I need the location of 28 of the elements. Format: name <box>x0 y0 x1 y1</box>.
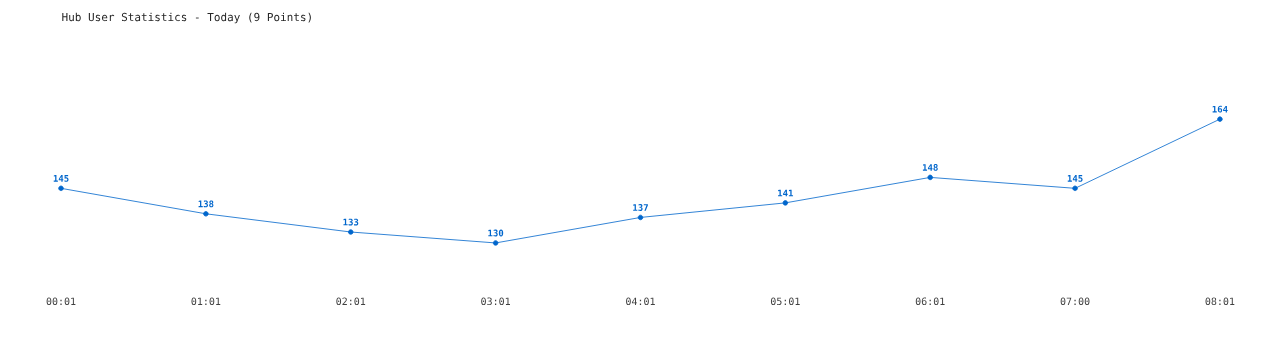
x-tick-label: 05:01 <box>770 297 800 306</box>
point <box>492 240 499 246</box>
point <box>637 214 644 221</box>
data-label: 145 <box>53 175 69 182</box>
point <box>1217 116 1223 122</box>
data-label: 138 <box>198 200 214 208</box>
point <box>782 200 789 206</box>
point <box>927 174 933 181</box>
x-tick-label: 03:01 <box>481 297 510 306</box>
data-label: 137 <box>633 204 648 211</box>
x-tick-label: 04:01 <box>626 297 655 306</box>
data-label: 133 <box>343 218 359 226</box>
x-tick-label: 00:01 <box>46 297 76 306</box>
chart-title: Hub User Statistics - Today (9 Points) <box>62 12 311 24</box>
x-tick-label: 01:01 <box>191 297 221 306</box>
data-label: 130 <box>488 229 504 237</box>
data-label: 145 <box>1067 175 1083 182</box>
x-tick-label: 02:01 <box>336 297 366 306</box>
x-tick-label: 07:00 <box>1060 297 1090 306</box>
data-label: 141 <box>778 189 794 197</box>
x-tick-label: 06:01 <box>915 297 945 306</box>
x-tick-label: 08:01 <box>1205 297 1235 306</box>
point <box>58 185 64 192</box>
point <box>348 229 354 235</box>
data-label: 148 <box>922 164 938 171</box>
point <box>1072 185 1078 192</box>
point <box>203 211 209 217</box>
data-label: 164 <box>1212 105 1228 113</box>
